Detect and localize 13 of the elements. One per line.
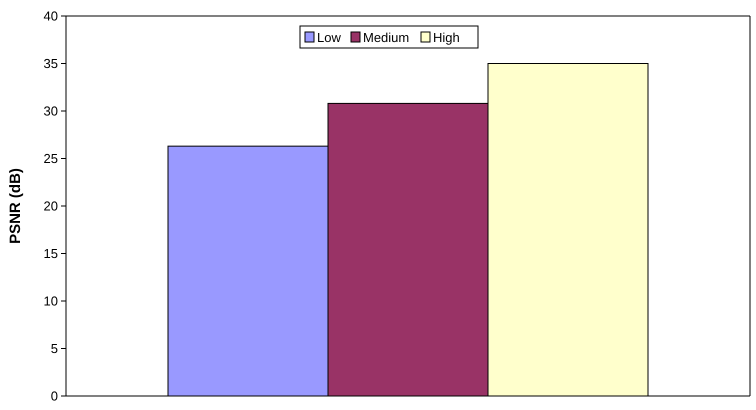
y-tick-label: 5 xyxy=(50,341,58,356)
legend-label: Low xyxy=(317,30,342,45)
legend-label: High xyxy=(433,30,460,45)
y-tick-label: 0 xyxy=(50,388,58,404)
y-tick-label: 20 xyxy=(44,198,58,214)
y-tick-label: 35 xyxy=(44,56,58,72)
y-tick-label: 15 xyxy=(44,246,58,262)
y-tick-label: 40 xyxy=(44,8,58,24)
y-tick-label: 25 xyxy=(44,151,58,166)
legend-label: Medium xyxy=(363,30,410,45)
y-axis-title: PSNR (dB) xyxy=(7,168,24,244)
y-tick-label: 30 xyxy=(44,104,58,119)
y-tick-label: 10 xyxy=(44,294,58,309)
